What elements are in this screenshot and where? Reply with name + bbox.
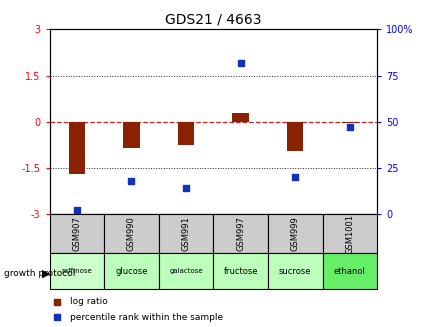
Text: glucose: glucose [115,267,147,276]
Bar [213,214,267,253]
Point [54,315,61,320]
Text: galactose: galactose [169,268,203,274]
Text: percentile rank within the sample: percentile rank within the sample [70,313,223,322]
Text: GSM991: GSM991 [181,216,190,251]
Bar [49,253,104,289]
Bar [68,122,85,174]
Text: fructose: fructose [223,267,257,276]
Bar [123,122,139,148]
Bar [213,253,267,289]
Point [346,125,353,130]
Bar [322,214,376,253]
Point [291,175,298,180]
Point [182,186,189,191]
Bar [104,253,158,289]
Bar [158,253,213,289]
Point [54,299,61,304]
Text: GSM997: GSM997 [236,216,245,251]
Bar [104,214,158,253]
Text: GSM907: GSM907 [72,216,81,251]
Bar [178,122,194,145]
Bar [267,214,322,253]
Bar [322,253,376,289]
Point [128,178,135,183]
Bar [49,214,104,253]
Text: GSM999: GSM999 [290,216,299,251]
Point [237,60,243,65]
Text: raffinose: raffinose [61,268,92,274]
Text: sucrose: sucrose [278,267,311,276]
Title: GDS21 / 4663: GDS21 / 4663 [165,13,261,27]
Bar [341,122,357,123]
Text: ▶: ▶ [42,269,51,279]
Text: GSM990: GSM990 [127,216,135,251]
Bar [267,253,322,289]
Bar [158,214,213,253]
Text: growth protocol: growth protocol [4,268,76,278]
Bar [286,122,303,151]
Text: log ratio: log ratio [70,297,108,306]
Text: ethanol: ethanol [333,267,365,276]
Bar [232,112,248,122]
Point [73,208,80,213]
Text: GSM1001: GSM1001 [344,214,353,254]
